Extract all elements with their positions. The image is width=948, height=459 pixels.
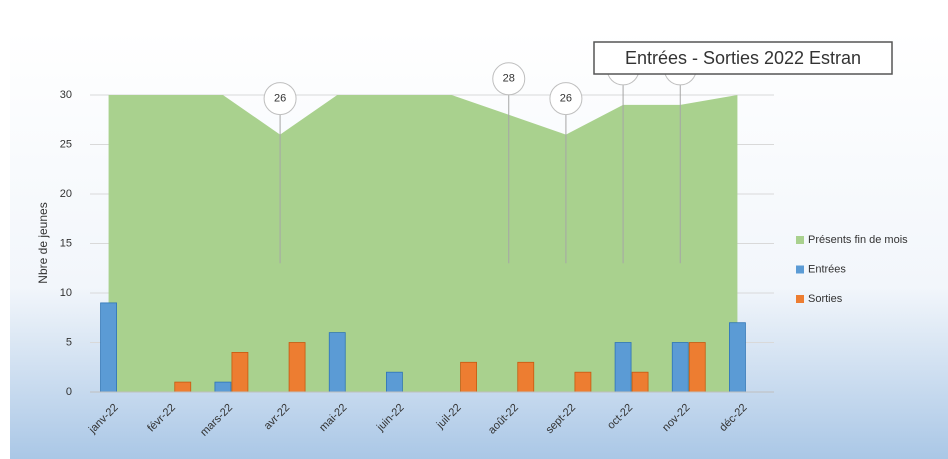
y-tick-label: 20 xyxy=(60,188,72,200)
legend-label: Présents fin de mois xyxy=(808,234,908,246)
y-tick-label: 0 xyxy=(66,386,72,398)
bar xyxy=(174,381,192,393)
bar xyxy=(288,342,306,393)
y-axis-label: Nbre de jeunes xyxy=(36,202,50,283)
legend-swatch xyxy=(796,265,804,274)
y-tick-label: 5 xyxy=(66,336,72,348)
data-label: 26 xyxy=(274,93,286,105)
bar xyxy=(231,351,249,393)
title-box xyxy=(593,41,893,75)
callout-bubble xyxy=(492,62,526,96)
data-label: 28 xyxy=(503,73,515,85)
legend-label: Sorties xyxy=(808,293,843,305)
legend-swatch xyxy=(796,236,804,244)
bar xyxy=(460,361,477,393)
y-tick-label: 25 xyxy=(60,138,72,150)
bar xyxy=(100,302,117,393)
y-tick-label: 15 xyxy=(60,237,72,249)
data-label: 26 xyxy=(560,93,572,105)
bar xyxy=(729,322,746,393)
callout-bubble xyxy=(263,82,297,116)
chart-title: Entrées - Sorties 2022 Estran xyxy=(625,48,861,68)
y-tick-label: 10 xyxy=(60,287,72,299)
bar xyxy=(614,342,632,393)
y-tick-label: 30 xyxy=(60,89,72,101)
callout-bubble xyxy=(549,82,583,116)
legend-label: Entrées xyxy=(808,263,846,275)
bar xyxy=(517,361,535,393)
bar xyxy=(214,381,232,393)
bar xyxy=(631,371,649,393)
legend-swatch xyxy=(796,295,804,303)
bar xyxy=(328,332,346,393)
bar xyxy=(386,371,403,393)
bar xyxy=(688,342,706,393)
bar xyxy=(574,371,592,393)
bar xyxy=(671,342,689,393)
area xyxy=(108,95,738,392)
